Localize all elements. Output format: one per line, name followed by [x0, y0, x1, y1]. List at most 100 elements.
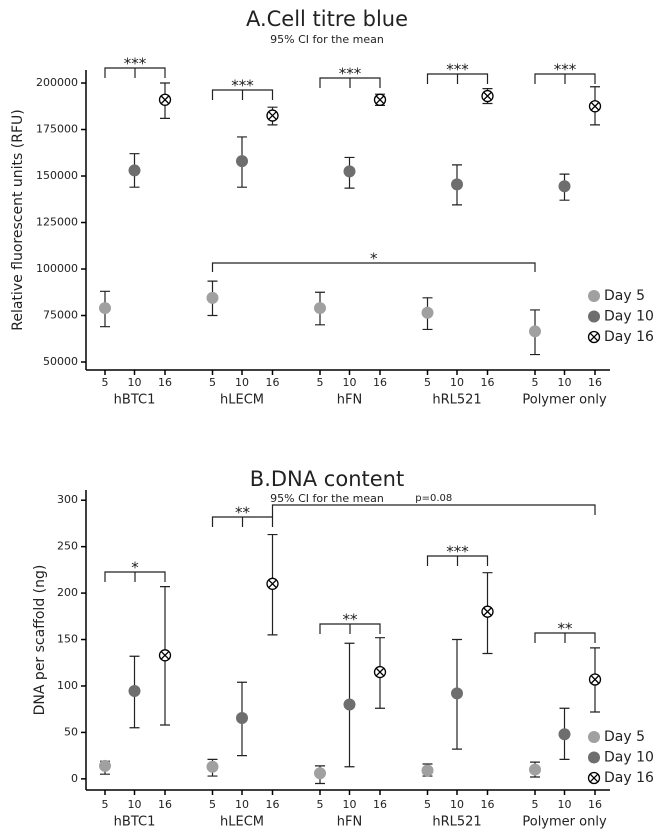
- significance-label: ***: [231, 77, 254, 95]
- y-tick-label: 250: [57, 540, 78, 553]
- group-label: hBTC1: [114, 393, 156, 408]
- marker: [481, 605, 494, 618]
- significance-label: **: [343, 611, 359, 629]
- y-tick-label: 200000: [36, 76, 78, 89]
- marker-cross: [160, 650, 170, 660]
- marker: [206, 291, 219, 304]
- marker: [587, 330, 601, 344]
- y-axis-label: DNA per scaffold (ng): [32, 565, 48, 716]
- group-label: hFN: [337, 815, 362, 830]
- marker: [266, 109, 279, 122]
- x-tick-label: 10: [128, 376, 142, 389]
- legend-label: Day 10: [604, 750, 654, 766]
- marker: [451, 178, 463, 191]
- marker: [158, 93, 172, 106]
- significance-bracket: [211, 516, 274, 527]
- x-tick-label: 5: [209, 376, 216, 389]
- marker: [529, 763, 541, 776]
- x-tick-label: 10: [450, 376, 464, 389]
- significance-bracket: [271, 504, 596, 517]
- significance-label: ***: [446, 543, 469, 561]
- significance-label: **: [235, 504, 251, 522]
- x-tick-label: 5: [424, 376, 431, 389]
- x-tick-label: 16: [373, 376, 387, 389]
- marker: [529, 325, 541, 338]
- marker: [236, 155, 248, 168]
- significance-bracket: [534, 73, 596, 84]
- x-tick-label: 5: [102, 798, 109, 811]
- x-tick-label: 10: [128, 798, 142, 811]
- marker: [481, 89, 494, 103]
- significance-bracket: [426, 73, 489, 84]
- marker: [99, 302, 111, 315]
- group-label: Polymer only: [522, 815, 607, 830]
- chart-title: A.Cell titre blue: [246, 7, 408, 31]
- legend-label: Day 10: [604, 309, 654, 325]
- y-tick-label: 50000: [43, 355, 78, 368]
- marker: [236, 712, 248, 725]
- x-tick-label: 5: [102, 376, 109, 389]
- group-label: hRL521: [432, 815, 481, 830]
- y-tick-label: 150: [57, 633, 78, 646]
- marker: [158, 649, 172, 662]
- significance-bracket: [104, 571, 166, 582]
- marker: [421, 306, 434, 319]
- group-label: hRL521: [432, 393, 481, 408]
- chart-subtitle: 95% CI for the mean: [270, 492, 384, 505]
- x-tick-label: 10: [343, 376, 357, 389]
- x-tick-label: 16: [481, 798, 495, 811]
- group-label: Polymer only: [522, 393, 607, 408]
- significance-bracket: [211, 262, 536, 272]
- legend-label: Day 5: [604, 729, 645, 745]
- marker: [128, 684, 141, 697]
- significance-label: ***: [339, 65, 362, 83]
- group-label: hLECM: [220, 815, 264, 830]
- marker: [373, 93, 387, 106]
- marker-cross: [375, 667, 385, 677]
- significance-bracket: [211, 89, 274, 100]
- marker: [314, 302, 326, 315]
- marker: [206, 760, 219, 773]
- marker-cross: [589, 332, 599, 342]
- y-tick-label: 0: [71, 772, 78, 785]
- x-tick-label: 10: [235, 376, 249, 389]
- significance-label: ***: [124, 55, 147, 73]
- significance-label: ***: [554, 61, 577, 79]
- x-tick-label: 16: [373, 798, 387, 811]
- marker: [266, 577, 279, 590]
- legend-label: Day 16: [604, 329, 654, 345]
- marker: [588, 290, 600, 302]
- marker-cross: [590, 675, 600, 684]
- x-tick-label: 5: [532, 376, 539, 389]
- x-tick-label: 5: [317, 376, 324, 389]
- marker: [588, 310, 600, 323]
- marker: [314, 767, 326, 780]
- marker-cross: [160, 95, 170, 105]
- y-tick-label: 200: [57, 586, 78, 599]
- marker: [343, 165, 356, 178]
- marker-cross: [483, 91, 492, 101]
- marker: [99, 759, 111, 772]
- chart-subtitle: 95% CI for the mean: [270, 33, 384, 46]
- y-tick-label: 100000: [36, 262, 78, 275]
- x-tick-label: 10: [450, 798, 464, 811]
- significance-label: ***: [446, 61, 469, 79]
- y-tick-label: 175000: [36, 123, 78, 136]
- x-tick-label: 16: [481, 376, 495, 389]
- marker-cross: [590, 101, 600, 111]
- significance-label: p=0.08: [415, 493, 452, 504]
- y-tick-label: 75000: [43, 309, 78, 322]
- x-tick-label: 16: [588, 798, 602, 811]
- x-tick-label: 16: [588, 376, 602, 389]
- x-tick-label: 10: [235, 798, 249, 811]
- y-tick-label: 50: [64, 725, 78, 738]
- x-tick-label: 10: [343, 798, 357, 811]
- significance-label: **: [558, 620, 574, 638]
- x-tick-label: 5: [424, 798, 431, 811]
- x-tick-label: 10: [558, 798, 572, 811]
- y-tick-label: 300: [57, 493, 78, 506]
- x-tick-label: 5: [209, 798, 216, 811]
- significance-bracket: [104, 67, 166, 78]
- marker: [558, 180, 571, 193]
- legend-label: Day 16: [604, 770, 654, 786]
